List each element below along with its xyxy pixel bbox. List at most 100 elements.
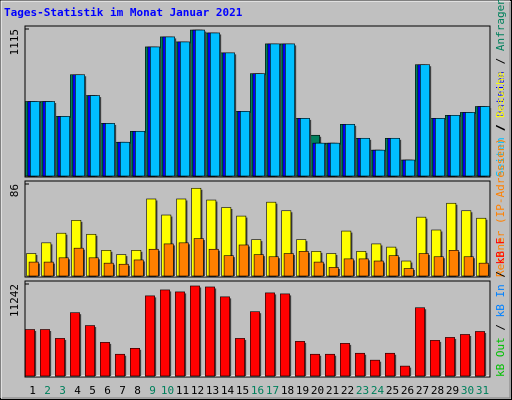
y-tick-label: 86 bbox=[8, 184, 21, 197]
bar bbox=[268, 256, 279, 277]
x-tick-label: 17 bbox=[266, 384, 279, 397]
bar bbox=[175, 291, 185, 377]
bar bbox=[60, 116, 70, 177]
bar bbox=[315, 142, 325, 177]
x-tick-label: 14 bbox=[221, 384, 235, 397]
bar bbox=[360, 137, 370, 177]
x-tick-label: 10 bbox=[161, 384, 174, 397]
bar bbox=[370, 359, 380, 377]
bar bbox=[40, 329, 50, 377]
bar bbox=[103, 262, 114, 277]
x-tick-label: 21 bbox=[326, 384, 339, 397]
x-tick-label: 26 bbox=[401, 384, 414, 397]
legend-entry: Dateien bbox=[494, 71, 507, 117]
bar bbox=[355, 352, 365, 377]
bar bbox=[310, 353, 320, 377]
bar bbox=[375, 149, 385, 177]
bar bbox=[430, 340, 440, 377]
x-tick-label: 4 bbox=[74, 384, 81, 397]
bar bbox=[415, 307, 425, 377]
bar bbox=[463, 256, 474, 277]
legend-entry: Besuche bbox=[494, 72, 507, 118]
bar bbox=[340, 343, 350, 377]
x-tick-label: 11 bbox=[176, 384, 189, 397]
legend-entry: kB Out bbox=[494, 337, 507, 377]
x-tick-label: 29 bbox=[446, 384, 459, 397]
bar bbox=[385, 352, 395, 377]
bar bbox=[133, 259, 144, 277]
x-tick-label: 7 bbox=[119, 384, 126, 397]
bar bbox=[180, 41, 190, 177]
x-tick-label: 6 bbox=[104, 384, 111, 397]
legend-entry: Rechner (IP-Adressen) bbox=[494, 138, 507, 277]
bar bbox=[433, 256, 444, 277]
bar bbox=[150, 46, 160, 177]
x-tick-label: 16 bbox=[251, 384, 264, 397]
bar bbox=[435, 118, 445, 177]
bar bbox=[90, 95, 100, 177]
legend-entry: kB In bbox=[494, 284, 507, 317]
x-tick-label: 5 bbox=[89, 384, 96, 397]
bar bbox=[55, 338, 65, 377]
bar bbox=[465, 112, 475, 177]
x-tick-label: 28 bbox=[431, 384, 444, 397]
bar bbox=[25, 329, 35, 377]
bar bbox=[388, 255, 399, 277]
legend-separator: / bbox=[494, 51, 507, 71]
bar bbox=[240, 111, 250, 177]
bar bbox=[343, 258, 354, 277]
bar bbox=[238, 244, 249, 277]
bar bbox=[220, 296, 230, 377]
x-tick-label: 22 bbox=[341, 384, 354, 397]
bar bbox=[480, 106, 490, 177]
bar bbox=[283, 253, 294, 277]
bar bbox=[300, 118, 310, 177]
legend: Seiten / Dateien / Anfragen bbox=[494, 0, 507, 177]
bar bbox=[148, 248, 159, 277]
legend-entry: kB F bbox=[494, 238, 507, 265]
bar bbox=[358, 258, 369, 277]
x-tick-label: 31 bbox=[476, 384, 489, 397]
x-tick-label: 30 bbox=[461, 384, 474, 397]
y-tick-label: 1115 bbox=[8, 29, 21, 56]
bar bbox=[255, 73, 265, 177]
x-tick-label: 9 bbox=[149, 384, 156, 397]
bar bbox=[208, 248, 219, 277]
x-tick-label: 12 bbox=[191, 384, 204, 397]
bar bbox=[405, 159, 415, 177]
legend: kB Out / kB In / kB F bbox=[494, 238, 507, 377]
bar bbox=[190, 285, 200, 377]
bar bbox=[295, 341, 305, 377]
bar bbox=[403, 268, 414, 277]
x-tick-label: 3 bbox=[59, 384, 66, 397]
bar bbox=[298, 251, 309, 277]
bar bbox=[225, 52, 235, 177]
bar bbox=[70, 312, 80, 377]
bar bbox=[460, 334, 470, 377]
x-tick-label: 13 bbox=[206, 384, 219, 397]
legend-separator: / bbox=[494, 118, 507, 138]
x-tick-label: 20 bbox=[311, 384, 324, 397]
bar bbox=[325, 353, 335, 377]
x-tick-label: 25 bbox=[386, 384, 399, 397]
x-tick-label: 27 bbox=[416, 384, 429, 397]
bar bbox=[285, 43, 295, 177]
bar bbox=[28, 261, 39, 277]
chart-title: Tages-Statistik im Monat Januar 2021 bbox=[4, 6, 243, 19]
bar bbox=[120, 141, 130, 177]
bar bbox=[73, 247, 84, 277]
x-tick-label: 23 bbox=[356, 384, 369, 397]
x-tick-label: 2 bbox=[44, 384, 51, 397]
bar bbox=[58, 257, 69, 277]
bar bbox=[330, 142, 340, 177]
legend-separator: / bbox=[494, 264, 507, 284]
legend-separator: / bbox=[494, 117, 507, 137]
bar bbox=[478, 262, 489, 277]
bar bbox=[418, 253, 429, 277]
bar bbox=[223, 255, 234, 277]
x-tick-label: 19 bbox=[296, 384, 309, 397]
bar bbox=[265, 292, 275, 377]
legend-separator: / bbox=[494, 317, 507, 337]
bar bbox=[160, 289, 170, 377]
